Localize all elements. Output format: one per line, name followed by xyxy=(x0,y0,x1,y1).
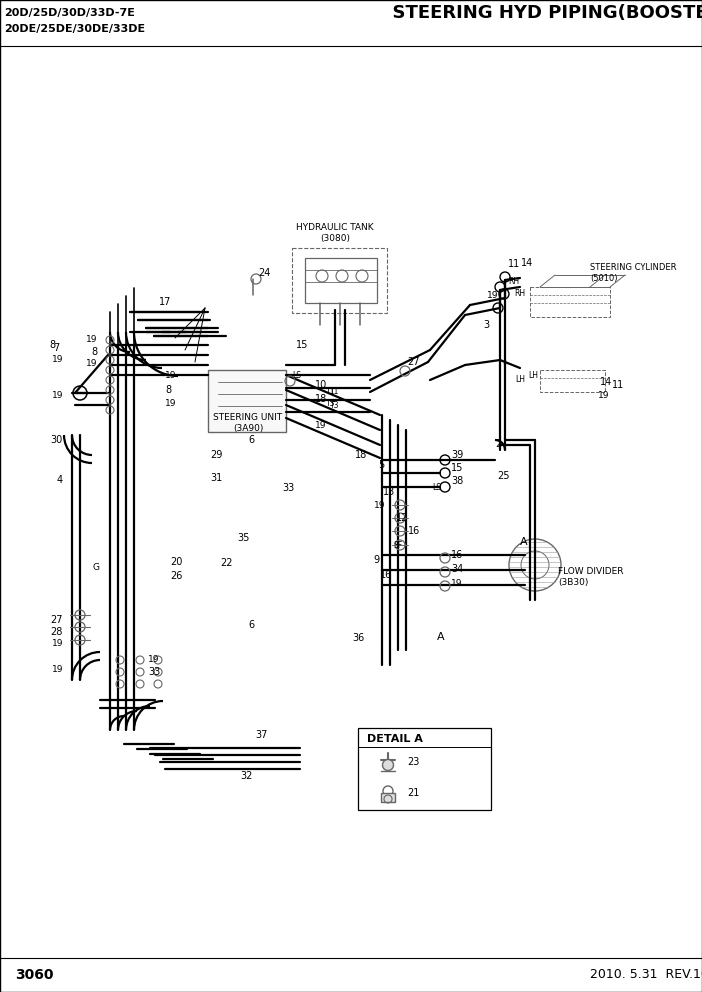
Text: 19: 19 xyxy=(86,335,97,344)
Text: SF: SF xyxy=(393,541,402,550)
Text: 19: 19 xyxy=(86,359,97,368)
Text: 37: 37 xyxy=(255,730,267,740)
Text: 19: 19 xyxy=(51,640,63,649)
Text: A: A xyxy=(437,632,444,642)
Text: 35: 35 xyxy=(237,533,249,543)
Text: 30: 30 xyxy=(51,435,63,445)
Text: 7: 7 xyxy=(53,343,59,353)
Text: DETAIL A: DETAIL A xyxy=(367,734,423,744)
Text: 20: 20 xyxy=(170,557,183,567)
Text: 19: 19 xyxy=(451,578,463,587)
Bar xyxy=(358,728,491,810)
Text: 27: 27 xyxy=(407,357,420,367)
Text: LH: LH xyxy=(528,371,538,381)
Text: RH: RH xyxy=(508,277,519,286)
Text: LS: LS xyxy=(292,370,301,380)
Text: HYDRAULIC TANK: HYDRAULIC TANK xyxy=(296,223,373,232)
Text: 19: 19 xyxy=(51,391,63,400)
Text: STEERING UNIT: STEERING UNIT xyxy=(213,414,283,423)
Text: 38: 38 xyxy=(451,476,463,486)
Text: 16: 16 xyxy=(451,550,463,560)
Text: 8: 8 xyxy=(49,340,55,350)
Bar xyxy=(381,793,395,802)
Text: 16: 16 xyxy=(380,570,392,580)
Text: 18: 18 xyxy=(355,450,367,460)
Text: 10: 10 xyxy=(315,380,327,390)
Text: LS: LS xyxy=(432,483,441,492)
Circle shape xyxy=(383,760,394,771)
Text: 22: 22 xyxy=(220,558,232,568)
Text: 6: 6 xyxy=(248,620,254,630)
Text: (3A90): (3A90) xyxy=(233,425,263,434)
Text: 23: 23 xyxy=(407,757,419,767)
Text: 25: 25 xyxy=(497,471,510,481)
Text: T3: T3 xyxy=(330,402,340,411)
Text: 19: 19 xyxy=(148,656,159,665)
Text: 8: 8 xyxy=(165,385,171,395)
Text: 14: 14 xyxy=(521,258,534,268)
Text: T1: T1 xyxy=(326,387,336,396)
Text: 19: 19 xyxy=(374,501,385,510)
Text: 27: 27 xyxy=(51,615,63,625)
Text: 19: 19 xyxy=(165,371,176,381)
Text: 21: 21 xyxy=(407,788,419,798)
Text: 20D/25D/30D/33D-7E: 20D/25D/30D/33D-7E xyxy=(4,8,135,18)
Text: 3: 3 xyxy=(483,320,489,330)
Text: 14: 14 xyxy=(600,377,612,387)
Text: 39: 39 xyxy=(451,450,463,460)
Text: STEERING HYD PIPING(BOOSTER BRAKE): STEERING HYD PIPING(BOOSTER BRAKE) xyxy=(380,4,702,22)
Text: (3B30): (3B30) xyxy=(558,578,588,587)
Bar xyxy=(540,370,605,392)
Text: 3060: 3060 xyxy=(15,968,53,982)
Bar xyxy=(305,258,377,303)
Text: 4: 4 xyxy=(57,475,63,485)
Text: 19: 19 xyxy=(487,292,498,301)
Text: 28: 28 xyxy=(51,627,63,637)
Text: RH: RH xyxy=(514,289,525,298)
Text: 6: 6 xyxy=(248,435,254,445)
Text: 19: 19 xyxy=(598,392,609,401)
Text: A: A xyxy=(520,537,528,547)
Text: 29: 29 xyxy=(210,450,223,460)
Text: G: G xyxy=(93,563,100,572)
Text: 32: 32 xyxy=(240,771,253,781)
Text: 19: 19 xyxy=(51,355,63,364)
Text: STEERING CYLINDER: STEERING CYLINDER xyxy=(590,264,677,273)
Text: 20DE/25DE/30DE/33DE: 20DE/25DE/30DE/33DE xyxy=(4,24,145,34)
Text: LH: LH xyxy=(515,375,525,384)
Bar xyxy=(208,370,286,432)
Text: 2010. 5.31  REV.10E: 2010. 5.31 REV.10E xyxy=(590,968,702,981)
Text: 33: 33 xyxy=(148,667,160,677)
Text: T3: T3 xyxy=(326,400,336,409)
Text: 19: 19 xyxy=(315,421,326,430)
Text: T1: T1 xyxy=(330,388,339,397)
Text: 34: 34 xyxy=(451,564,463,574)
Text: 11: 11 xyxy=(612,380,624,390)
Text: 2: 2 xyxy=(495,439,501,449)
Text: 17: 17 xyxy=(159,297,171,307)
Text: 36: 36 xyxy=(352,633,364,643)
Text: FLOW DIVIDER: FLOW DIVIDER xyxy=(558,567,623,576)
Text: (3080): (3080) xyxy=(320,234,350,243)
Text: 24: 24 xyxy=(258,268,270,278)
Text: 11: 11 xyxy=(508,259,520,269)
Text: 12: 12 xyxy=(396,513,409,523)
Text: 19: 19 xyxy=(51,666,63,675)
Text: 5: 5 xyxy=(378,460,384,470)
Text: 9: 9 xyxy=(373,555,379,565)
Text: 15: 15 xyxy=(296,340,308,350)
Text: (5010): (5010) xyxy=(590,274,618,283)
Text: 19: 19 xyxy=(165,399,176,408)
Text: 13: 13 xyxy=(383,487,395,497)
Text: 18: 18 xyxy=(315,394,327,404)
Text: 31: 31 xyxy=(210,473,223,483)
Text: 15: 15 xyxy=(451,463,463,473)
Text: 33: 33 xyxy=(282,483,294,493)
Bar xyxy=(292,248,387,313)
Text: 26: 26 xyxy=(170,571,183,581)
Text: 8: 8 xyxy=(91,347,97,357)
Text: 16: 16 xyxy=(408,526,420,536)
Bar xyxy=(530,287,610,317)
